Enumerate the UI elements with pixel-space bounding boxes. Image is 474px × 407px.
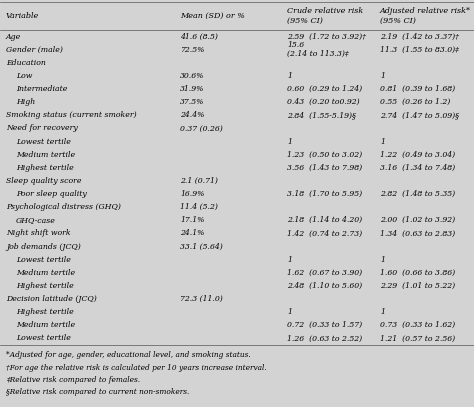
Text: 1: 1 xyxy=(380,308,385,316)
Text: Low: Low xyxy=(16,72,32,80)
Text: GHQ-case: GHQ-case xyxy=(16,216,56,224)
Text: 1: 1 xyxy=(380,256,385,264)
Text: 1.60  (0.66 to 3.86): 1.60 (0.66 to 3.86) xyxy=(380,269,455,277)
Text: 0.73  (0.33 to 1.62): 0.73 (0.33 to 1.62) xyxy=(380,321,455,329)
Text: Intermediate: Intermediate xyxy=(16,85,67,93)
Text: 1.34  (0.63 to 2.83): 1.34 (0.63 to 2.83) xyxy=(380,230,455,237)
Text: 1.23  (0.50 to 3.02): 1.23 (0.50 to 3.02) xyxy=(287,151,362,159)
Text: 1: 1 xyxy=(287,256,292,264)
Text: 3.56  (1.43 to 7.98): 3.56 (1.43 to 7.98) xyxy=(287,164,362,172)
Text: †For age the relative risk is calculated per 10 years increase interval.: †For age the relative risk is calculated… xyxy=(6,363,267,372)
Text: 31.9%: 31.9% xyxy=(180,85,204,93)
Text: 1.26  (0.63 to 2.52): 1.26 (0.63 to 2.52) xyxy=(287,335,362,342)
Text: Adjusted relative risk*
(95% CI): Adjusted relative risk* (95% CI) xyxy=(380,7,471,24)
Text: 15.6
(2.14 to 113.3)‡: 15.6 (2.14 to 113.3)‡ xyxy=(287,41,349,58)
Text: Psychological distress (GHQ): Psychological distress (GHQ) xyxy=(6,203,121,211)
Text: Variable: Variable xyxy=(6,12,39,20)
Text: 37.5%: 37.5% xyxy=(180,98,204,106)
Text: Need for recovery: Need for recovery xyxy=(6,125,78,132)
Text: 30.6%: 30.6% xyxy=(180,72,204,80)
Text: Smoking status (current smoker): Smoking status (current smoker) xyxy=(6,111,137,119)
Text: 1.22  (0.49 to 3.04): 1.22 (0.49 to 3.04) xyxy=(380,151,455,159)
Text: 2.19  (1.42 to 3.37)†: 2.19 (1.42 to 3.37)† xyxy=(380,33,459,41)
Text: 1: 1 xyxy=(287,72,292,80)
Text: 72.3 (11.0): 72.3 (11.0) xyxy=(180,295,223,303)
Text: Highest tertile: Highest tertile xyxy=(16,282,74,290)
Text: 0.60  (0.29 to 1.24): 0.60 (0.29 to 1.24) xyxy=(287,85,362,93)
Text: Age: Age xyxy=(6,33,21,41)
Text: Highest tertile: Highest tertile xyxy=(16,164,74,172)
Text: 0.55  (0.26 to 1.2): 0.55 (0.26 to 1.2) xyxy=(380,98,450,106)
Text: 1: 1 xyxy=(287,138,292,146)
Text: 2.84  (1.55-5.19)§: 2.84 (1.55-5.19)§ xyxy=(287,111,356,119)
Text: *Adjusted for age, gender, educational level, and smoking status.: *Adjusted for age, gender, educational l… xyxy=(6,351,251,359)
Text: 33.1 (5.64): 33.1 (5.64) xyxy=(180,243,223,251)
Text: 1: 1 xyxy=(380,138,385,146)
Text: 2.48  (1.10 to 5.60): 2.48 (1.10 to 5.60) xyxy=(287,282,362,290)
Text: 0.81  (0.39 to 1.68): 0.81 (0.39 to 1.68) xyxy=(380,85,455,93)
Text: 3.18  (1.70 to 5.95): 3.18 (1.70 to 5.95) xyxy=(287,190,362,198)
Text: Night shift work: Night shift work xyxy=(6,230,71,237)
Text: 17.1%: 17.1% xyxy=(180,216,204,224)
Text: 2.00  (1.02 to 3.92): 2.00 (1.02 to 3.92) xyxy=(380,216,455,224)
Text: ‡Relative risk compared to females.: ‡Relative risk compared to females. xyxy=(6,376,140,384)
Text: Highest tertile: Highest tertile xyxy=(16,308,74,316)
Text: 24.4%: 24.4% xyxy=(180,111,204,119)
Text: 11.3  (1.55 to 83.0)‡: 11.3 (1.55 to 83.0)‡ xyxy=(380,46,459,54)
Text: 0.43  (0.20 to0.92): 0.43 (0.20 to0.92) xyxy=(287,98,360,106)
Text: Education: Education xyxy=(6,59,46,67)
Text: 1.42  (0.74 to 2.73): 1.42 (0.74 to 2.73) xyxy=(287,230,362,237)
Text: Lowest tertile: Lowest tertile xyxy=(16,138,71,146)
Text: 2.82  (1.48 to 5.35): 2.82 (1.48 to 5.35) xyxy=(380,190,455,198)
Text: 2.29  (1.01 to 5.22): 2.29 (1.01 to 5.22) xyxy=(380,282,455,290)
Text: Medium tertile: Medium tertile xyxy=(16,151,75,159)
Text: High: High xyxy=(16,98,35,106)
Text: Lowest tertile: Lowest tertile xyxy=(16,335,71,342)
Text: 1: 1 xyxy=(287,308,292,316)
Text: 0.72  (0.33 to 1.57): 0.72 (0.33 to 1.57) xyxy=(287,321,362,329)
Text: 0.37 (0.26): 0.37 (0.26) xyxy=(180,125,223,132)
Text: 2.59  (1.72 to 3.92)†: 2.59 (1.72 to 3.92)† xyxy=(287,33,366,41)
Text: Medium tertile: Medium tertile xyxy=(16,321,75,329)
Text: 2.74  (1.47 to 5.09)§: 2.74 (1.47 to 5.09)§ xyxy=(380,111,459,119)
Text: 41.6 (8.5): 41.6 (8.5) xyxy=(180,33,218,41)
Text: Job demands (JCQ): Job demands (JCQ) xyxy=(6,243,81,251)
Text: 1.62  (0.67 to 3.90): 1.62 (0.67 to 3.90) xyxy=(287,269,362,277)
Text: 1.21  (0.57 to 2.56): 1.21 (0.57 to 2.56) xyxy=(380,335,455,342)
Text: Lowest tertile: Lowest tertile xyxy=(16,256,71,264)
Text: Gender (male): Gender (male) xyxy=(6,46,63,54)
Text: §Relative risk compared to current non-smokers.: §Relative risk compared to current non-s… xyxy=(6,389,190,396)
Text: Crude relative risk
(95% CI): Crude relative risk (95% CI) xyxy=(287,7,363,24)
Text: Medium tertile: Medium tertile xyxy=(16,269,75,277)
Text: 2.18  (1.14 to 4.20): 2.18 (1.14 to 4.20) xyxy=(287,216,362,224)
Text: 16.9%: 16.9% xyxy=(180,190,204,198)
Text: Decision latitude (JCQ): Decision latitude (JCQ) xyxy=(6,295,97,303)
Text: 1: 1 xyxy=(380,72,385,80)
Text: Mean (SD) or %: Mean (SD) or % xyxy=(180,12,245,20)
Text: 24.1%: 24.1% xyxy=(180,230,204,237)
Text: 11.4 (5.2): 11.4 (5.2) xyxy=(180,203,218,211)
Text: 72.5%: 72.5% xyxy=(180,46,204,54)
Text: 3.16  (1.34 to 7.48): 3.16 (1.34 to 7.48) xyxy=(380,164,455,172)
Text: 2.1 (0.71): 2.1 (0.71) xyxy=(180,177,218,185)
Text: Poor sleep quality: Poor sleep quality xyxy=(16,190,87,198)
Text: Sleep quality score: Sleep quality score xyxy=(6,177,82,185)
